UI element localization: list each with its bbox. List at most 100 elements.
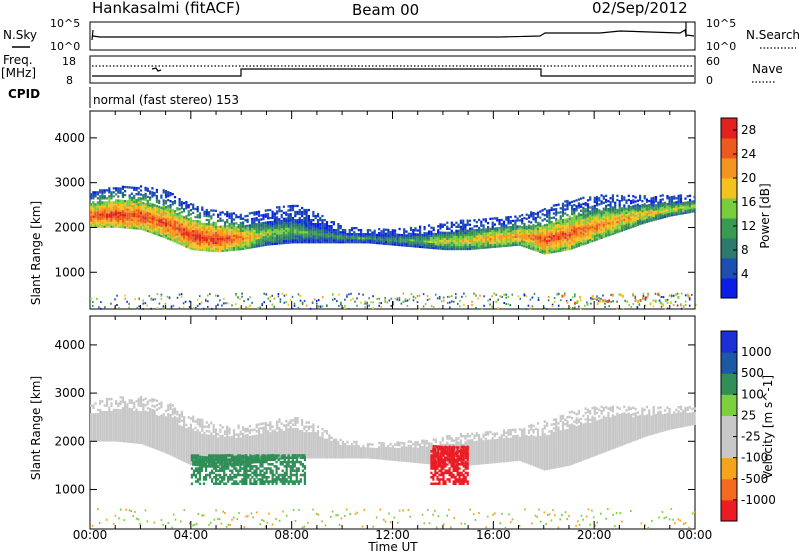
power-cell bbox=[310, 219, 313, 222]
power-cell bbox=[301, 221, 304, 224]
power-cell bbox=[634, 208, 637, 211]
velocity-cell bbox=[128, 429, 131, 433]
power-cell bbox=[144, 202, 147, 206]
power-cell bbox=[543, 240, 546, 243]
power-cell bbox=[153, 210, 156, 213]
power-cell bbox=[475, 241, 478, 244]
power-cell bbox=[439, 227, 442, 230]
power-cell bbox=[575, 231, 578, 234]
power-cell bbox=[457, 243, 460, 247]
velocity-cell bbox=[160, 429, 163, 433]
power-cell bbox=[618, 208, 621, 211]
velocity-cell bbox=[176, 447, 179, 451]
power-cell bbox=[512, 223, 515, 227]
power-cell bbox=[509, 236, 512, 239]
power-cell bbox=[160, 298, 163, 300]
velocity-cell bbox=[121, 420, 124, 423]
power-cell bbox=[287, 231, 290, 234]
power-cell bbox=[478, 226, 481, 230]
power-cell bbox=[90, 197, 93, 200]
power-cell bbox=[525, 231, 528, 235]
power-cell bbox=[450, 247, 453, 251]
power-cell bbox=[616, 229, 619, 232]
power-cell bbox=[101, 195, 104, 198]
power-cell bbox=[658, 294, 661, 297]
power-cell bbox=[532, 232, 535, 235]
velocity-cell bbox=[139, 402, 143, 405]
power-cell bbox=[337, 239, 340, 242]
power-cell bbox=[133, 194, 136, 198]
power-cell bbox=[167, 191, 170, 194]
power-cell bbox=[450, 245, 453, 249]
power-cell bbox=[297, 307, 300, 309]
power-heatmap bbox=[90, 185, 697, 311]
power-cell bbox=[121, 222, 124, 225]
power-cell bbox=[167, 215, 170, 218]
power-cell bbox=[291, 233, 295, 236]
power-cell bbox=[586, 237, 590, 240]
power-cell bbox=[310, 237, 313, 240]
power-cell bbox=[164, 214, 168, 217]
power-cell bbox=[623, 206, 626, 209]
power-cell bbox=[110, 223, 113, 226]
velocity-cell bbox=[171, 423, 174, 427]
power-cell bbox=[457, 231, 460, 234]
power-cell bbox=[548, 231, 551, 234]
velocity-cell bbox=[180, 445, 183, 448]
power-cell bbox=[620, 213, 624, 216]
power-cell bbox=[194, 306, 197, 309]
power-cell bbox=[167, 209, 170, 212]
power-cell bbox=[491, 305, 493, 308]
power-cell bbox=[232, 236, 236, 239]
power-cell bbox=[321, 225, 324, 228]
velocity-cell bbox=[169, 422, 172, 426]
power-cell bbox=[502, 224, 506, 227]
power-cell bbox=[468, 231, 472, 234]
power-cell bbox=[441, 247, 444, 250]
velocity-cell bbox=[167, 451, 170, 455]
power-cell bbox=[566, 230, 569, 233]
power-cell bbox=[121, 185, 124, 188]
power-cell bbox=[201, 246, 204, 250]
velocity-cell bbox=[115, 434, 118, 438]
power-cell bbox=[341, 235, 344, 238]
power-cell bbox=[593, 231, 596, 234]
velocity-cell bbox=[164, 429, 168, 432]
power-cell bbox=[482, 244, 485, 247]
power-cell bbox=[144, 217, 147, 220]
power-cell bbox=[455, 293, 457, 296]
power-cell bbox=[94, 203, 97, 206]
velocity-cell bbox=[108, 437, 111, 440]
power-cell bbox=[208, 249, 211, 252]
power-cell bbox=[641, 212, 644, 215]
power-cell bbox=[630, 206, 633, 209]
power-cell bbox=[507, 230, 510, 233]
power-cell bbox=[582, 208, 585, 212]
power-cell bbox=[507, 222, 510, 225]
nave-axis-top: 60 bbox=[706, 55, 720, 68]
power-cell bbox=[278, 218, 281, 221]
power-cell bbox=[264, 243, 267, 246]
power-cell bbox=[589, 222, 592, 225]
power-cell bbox=[335, 239, 338, 242]
power-cell bbox=[591, 213, 594, 216]
power-cell bbox=[167, 229, 170, 232]
power-cell bbox=[673, 213, 676, 216]
power-cell bbox=[598, 197, 601, 200]
power-cell bbox=[684, 209, 687, 212]
power-cell bbox=[473, 292, 475, 295]
power-cell bbox=[344, 239, 347, 242]
power-cell bbox=[94, 213, 97, 216]
power-cell bbox=[108, 217, 111, 220]
power-cell bbox=[246, 244, 249, 248]
power-cell bbox=[620, 199, 624, 202]
power-cell bbox=[505, 238, 508, 241]
power-cell bbox=[539, 216, 542, 219]
power-cell bbox=[455, 237, 458, 241]
power-cell bbox=[321, 305, 324, 308]
power-cell bbox=[321, 219, 324, 222]
power-cell bbox=[561, 307, 564, 310]
power-cell bbox=[566, 236, 569, 239]
power-cell bbox=[611, 218, 614, 221]
power-cell bbox=[596, 295, 598, 298]
